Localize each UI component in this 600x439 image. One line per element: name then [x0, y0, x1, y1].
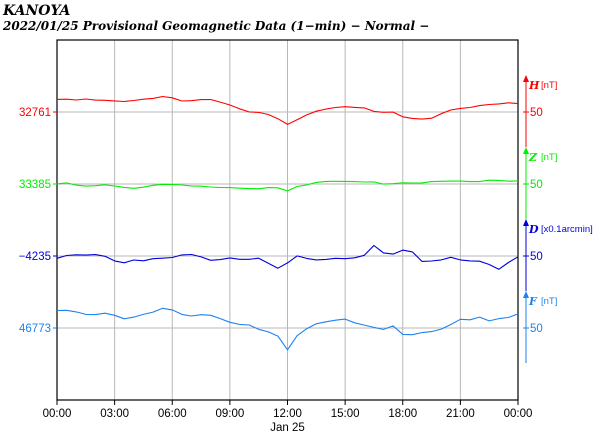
x-axis-date-label: Jan 25 [270, 422, 305, 434]
chart-subtitle: 2022/01/25 Provisional Geomagnetic Data … [2, 19, 429, 33]
x-tick-label: 09:00 [215, 408, 244, 420]
x-tick-label: 12:00 [273, 408, 302, 420]
x-tick-label: 00:00 [43, 408, 72, 420]
component-name-h: H [528, 79, 540, 92]
scale-arrow-icon [523, 219, 529, 226]
x-axis: 00:00 03:00 06:00 09:00 12:00 15:00 18:00 21:00… [43, 400, 533, 434]
scale-arrow-icon [523, 291, 529, 298]
baseline-label-h: 32761 [19, 107, 51, 119]
component-unit-d: [x0.1arcmin] [541, 224, 593, 235]
scale-label-d: 50 [530, 251, 543, 263]
series-line-h [56, 95, 519, 125]
scale-label-f: 50 [530, 323, 543, 335]
scale-label-h: 50 [530, 107, 543, 119]
series-line-z [56, 179, 519, 192]
component-name-z: Z [528, 151, 538, 164]
station-title: KANOYA [2, 3, 71, 19]
component-name-d: D [528, 223, 539, 236]
scale-label-z: 50 [530, 179, 543, 191]
x-tick-label: 21:00 [446, 408, 475, 420]
x-tick-label: 15:00 [331, 408, 360, 420]
baseline-label-d: −4235 [19, 251, 51, 263]
scale-arrow-icon [523, 75, 529, 82]
series-line-f [56, 307, 519, 351]
component-unit-z: [nT] [541, 152, 557, 163]
baseline-label-z: 33385 [19, 179, 51, 191]
series-layer [56, 95, 519, 351]
component-unit-h: [nT] [541, 80, 557, 91]
grid-lines [57, 40, 518, 400]
x-tick-label: 03:00 [100, 408, 129, 420]
series-line-d [56, 244, 519, 270]
x-tick-label: 06:00 [158, 408, 187, 420]
scale-arrow-icon [523, 147, 529, 154]
component-unit-f: [nT] [541, 296, 557, 307]
x-tick-label: 18:00 [388, 408, 417, 420]
component-name-f: F [528, 295, 538, 308]
baseline-label-f: 46773 [19, 323, 51, 335]
x-tick-label: 00:00 [504, 408, 533, 420]
component-scales: 50H [nT]50Z [nT]50D [x0.1arcmin]50F [nT] [523, 75, 593, 363]
baseline-labels: 32761 33385 −4235 46773 [19, 107, 57, 335]
